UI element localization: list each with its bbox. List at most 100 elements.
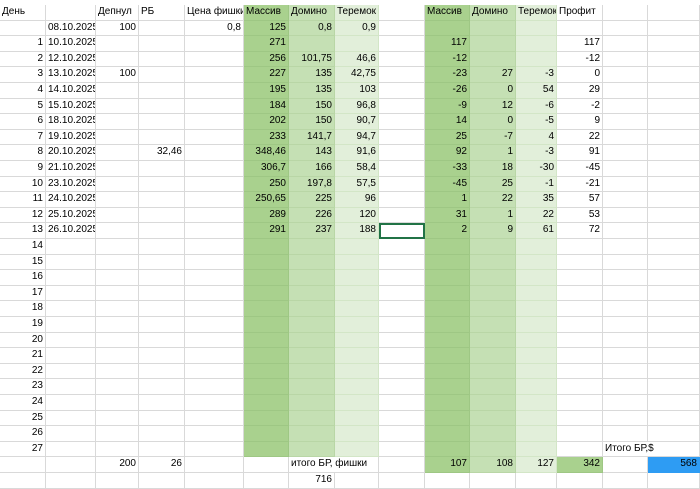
empty-cell[interactable] — [557, 255, 603, 270]
cell-r_massiv[interactable]: -33 — [425, 161, 470, 177]
empty-cell[interactable] — [516, 348, 557, 364]
empty-cell[interactable] — [603, 130, 648, 145]
empty-cell[interactable] — [96, 208, 139, 223]
cell-day[interactable]: 8 — [0, 145, 46, 161]
empty-cell[interactable] — [557, 317, 603, 333]
empty-cell[interactable] — [335, 426, 379, 442]
empty-cell[interactable] — [46, 379, 96, 395]
empty-cell[interactable] — [46, 239, 96, 255]
empty-cell[interactable] — [139, 286, 185, 301]
empty-cell[interactable] — [244, 317, 289, 333]
empty-cell[interactable] — [96, 130, 139, 145]
empty-cell[interactable] — [96, 317, 139, 333]
empty-cell[interactable] — [185, 114, 244, 130]
empty-cell[interactable] — [289, 411, 335, 426]
empty-cell[interactable] — [603, 270, 648, 286]
empty-cell[interactable] — [46, 426, 96, 442]
cell-day[interactable]: 23 — [0, 379, 46, 395]
cell-massiv[interactable]: 306,7 — [244, 161, 289, 177]
empty-cell[interactable] — [244, 395, 289, 411]
empty-cell[interactable] — [185, 36, 244, 52]
cell-date[interactable]: 26.10.2025. — [46, 223, 96, 239]
empty-cell[interactable] — [289, 255, 335, 270]
total-domino[interactable]: 108 — [470, 457, 516, 473]
empty-cell[interactable] — [185, 442, 244, 457]
empty-cell[interactable] — [335, 364, 379, 379]
empty-cell[interactable] — [185, 67, 244, 83]
cell-r_massiv[interactable]: 1 — [425, 192, 470, 208]
empty-cell[interactable] — [557, 333, 603, 348]
empty-cell[interactable] — [648, 411, 700, 426]
empty-cell[interactable] — [139, 473, 185, 489]
empty-cell[interactable] — [470, 473, 516, 489]
empty-cell[interactable] — [379, 223, 425, 239]
cell-day[interactable]: 4 — [0, 83, 46, 99]
cell-domino[interactable]: 150 — [289, 99, 335, 114]
empty-cell[interactable] — [648, 67, 700, 83]
empty-cell[interactable] — [96, 52, 139, 67]
empty-cell[interactable] — [96, 114, 139, 130]
empty-cell[interactable] — [379, 426, 425, 442]
cell-r_teremok[interactable]: -30 — [516, 161, 557, 177]
column-header[interactable]: Домино — [470, 5, 516, 21]
empty-cell[interactable] — [139, 348, 185, 364]
empty-cell[interactable] — [603, 317, 648, 333]
empty-cell[interactable] — [185, 52, 244, 67]
empty-cell[interactable] — [96, 395, 139, 411]
empty-cell[interactable] — [185, 317, 244, 333]
cell-massiv[interactable]: 348,46 — [244, 145, 289, 161]
cell-massiv[interactable]: 250 — [244, 177, 289, 192]
cell-domino[interactable]: 101,75 — [289, 52, 335, 67]
empty-cell[interactable] — [244, 411, 289, 426]
empty-cell[interactable] — [379, 177, 425, 192]
empty-cell[interactable] — [96, 99, 139, 114]
empty-cell[interactable] — [648, 83, 700, 99]
empty-cell[interactable] — [603, 255, 648, 270]
cell-day[interactable]: 27 — [0, 442, 46, 457]
empty-cell[interactable] — [425, 395, 470, 411]
empty-cell[interactable] — [96, 145, 139, 161]
empty-cell[interactable] — [46, 333, 96, 348]
empty-cell[interactable] — [139, 192, 185, 208]
cell-r_domino[interactable]: 1 — [470, 145, 516, 161]
empty-cell[interactable] — [470, 426, 516, 442]
empty-cell[interactable] — [648, 333, 700, 348]
empty-cell[interactable] — [603, 395, 648, 411]
cell-r_domino[interactable]: 0 — [470, 114, 516, 130]
empty-cell[interactable] — [0, 21, 46, 36]
empty-cell[interactable] — [335, 36, 379, 52]
cell-day[interactable]: 11 — [0, 192, 46, 208]
cell-day[interactable]: 6 — [0, 114, 46, 130]
cell-r_massiv[interactable]: -23 — [425, 67, 470, 83]
empty-cell[interactable] — [139, 21, 185, 36]
empty-cell[interactable] — [516, 21, 557, 36]
empty-cell[interactable] — [425, 473, 470, 489]
empty-cell[interactable] — [603, 411, 648, 426]
empty-cell[interactable] — [96, 177, 139, 192]
empty-cell[interactable] — [139, 130, 185, 145]
empty-cell[interactable] — [603, 145, 648, 161]
empty-cell[interactable] — [648, 473, 700, 489]
empty-cell[interactable] — [425, 270, 470, 286]
empty-cell[interactable] — [648, 348, 700, 364]
empty-cell[interactable] — [516, 317, 557, 333]
empty-cell[interactable] — [244, 426, 289, 442]
empty-cell[interactable] — [516, 442, 557, 457]
cell-r_domino[interactable]: -7 — [470, 130, 516, 145]
empty-cell[interactable] — [46, 301, 96, 317]
empty-cell[interactable] — [185, 473, 244, 489]
cell-day[interactable]: 15 — [0, 255, 46, 270]
empty-cell[interactable] — [185, 348, 244, 364]
empty-cell[interactable] — [46, 442, 96, 457]
empty-cell[interactable] — [470, 379, 516, 395]
empty-cell[interactable] — [96, 411, 139, 426]
cell-r_profit[interactable]: 91 — [557, 145, 603, 161]
empty-cell[interactable] — [425, 348, 470, 364]
cell-massiv[interactable]: 195 — [244, 83, 289, 99]
cell-date[interactable]: 25.10.2025. — [46, 208, 96, 223]
cell-day[interactable]: 1 — [0, 36, 46, 52]
column-header[interactable]: Массив — [425, 5, 470, 21]
cell-day[interactable]: 24 — [0, 395, 46, 411]
cell-massiv[interactable]: 289 — [244, 208, 289, 223]
